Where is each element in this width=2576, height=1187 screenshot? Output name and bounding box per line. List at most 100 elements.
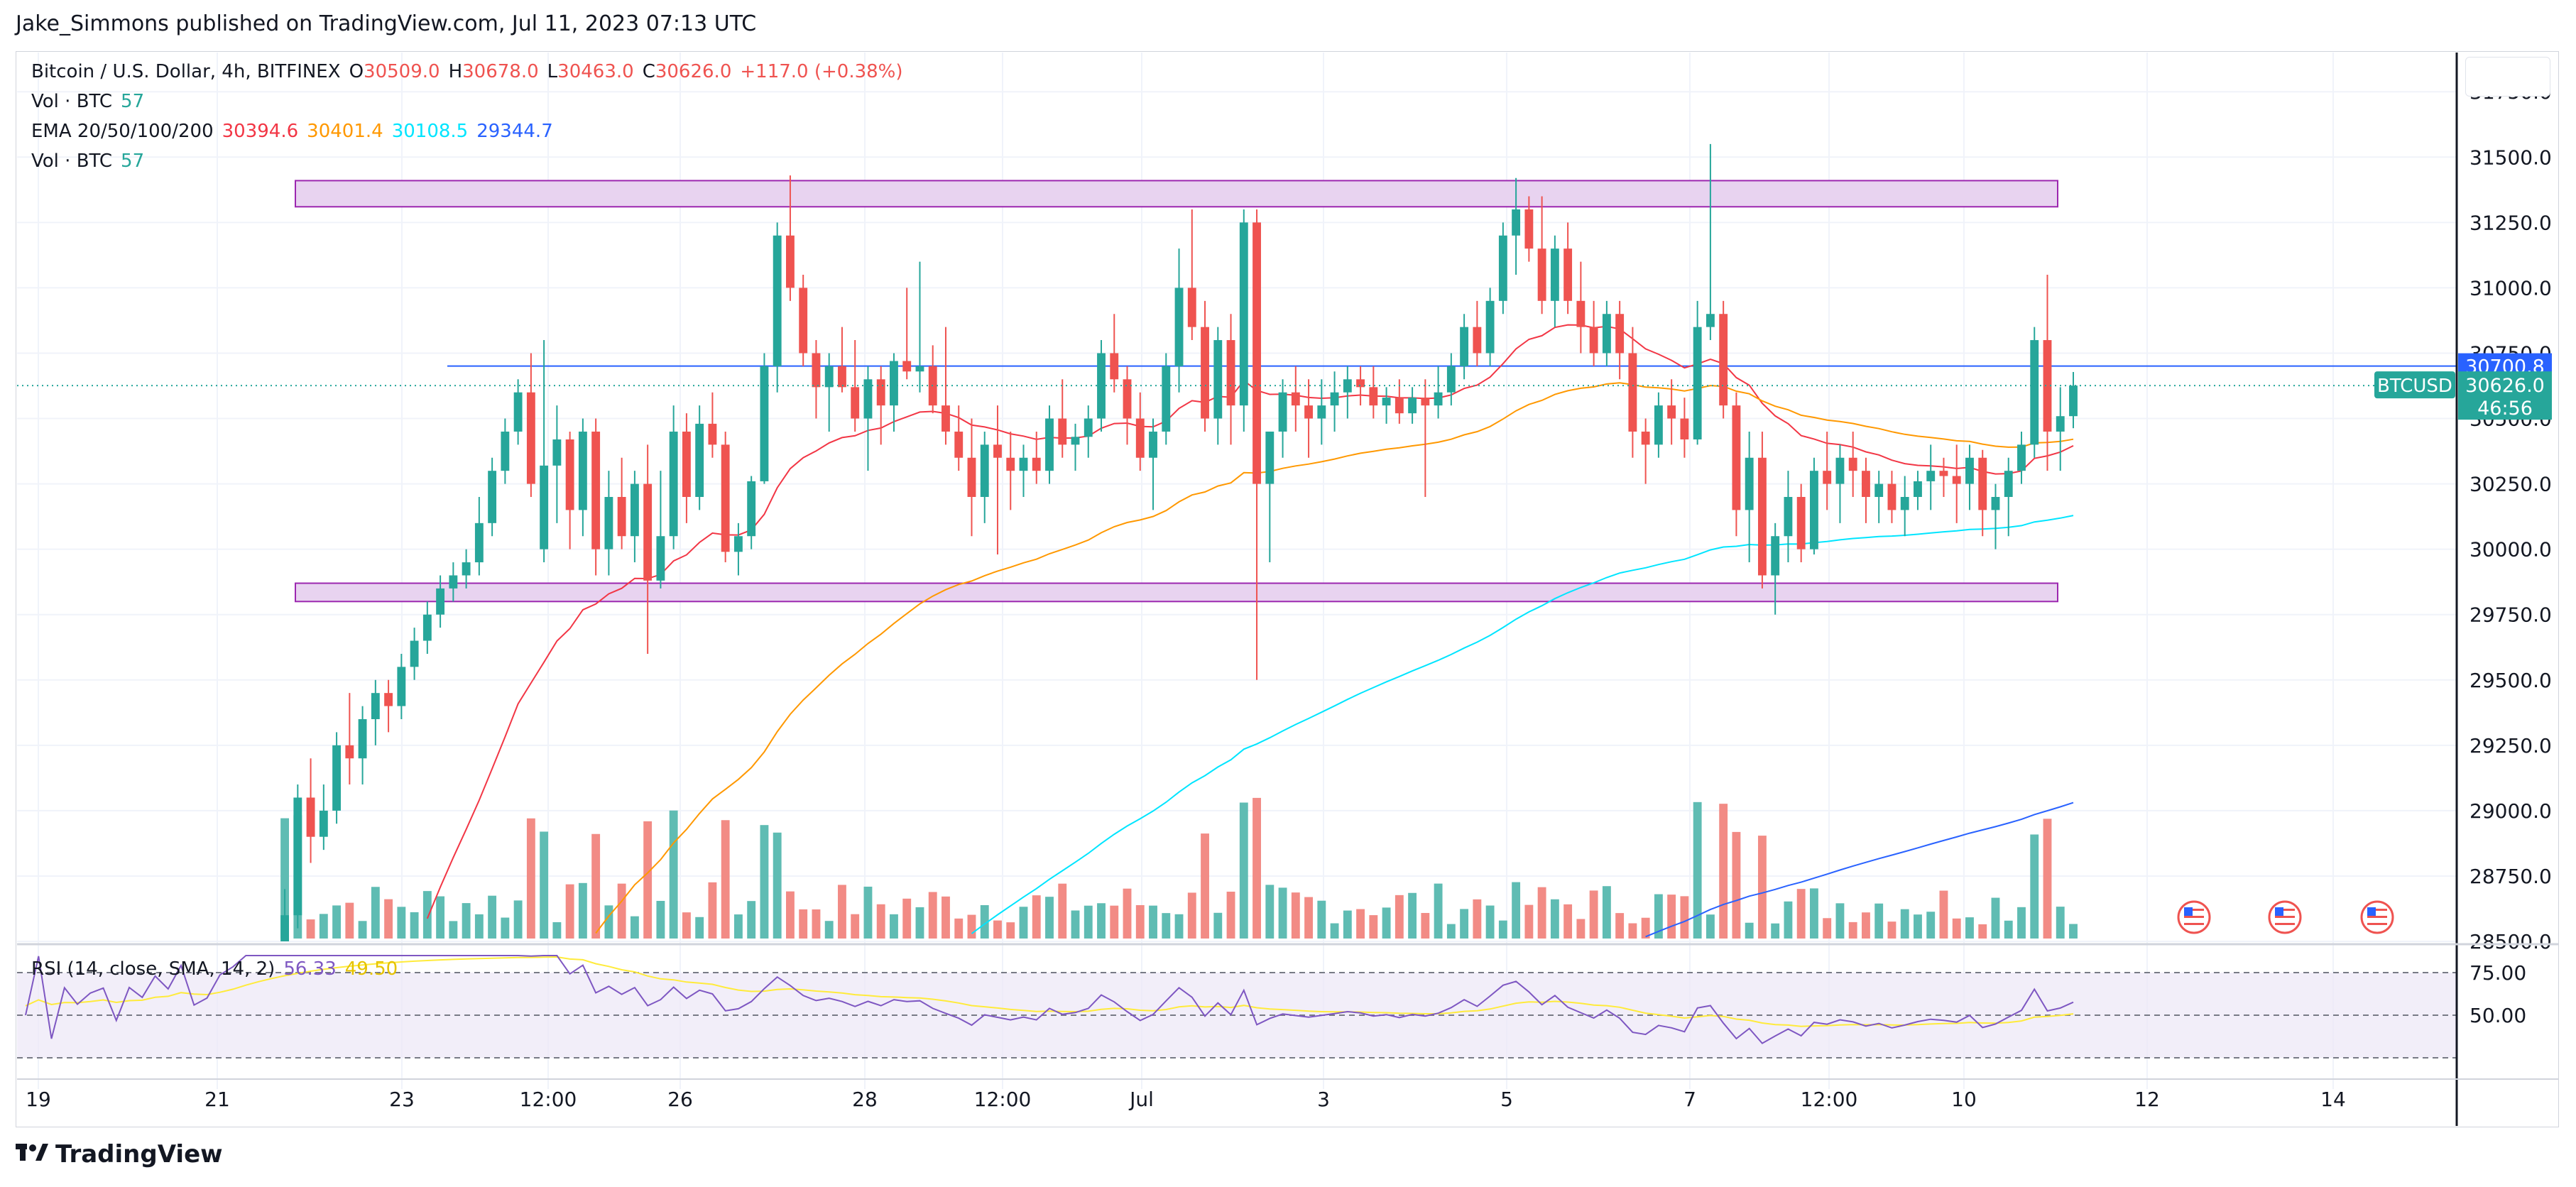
candle-body [1446, 366, 1456, 393]
legend-ema-row: EMA 20/50/100/200 30394.6 30401.4 30108.5 29… [31, 121, 562, 142]
candle-body [488, 471, 497, 523]
y-tick-label: 29250.0 [2469, 734, 2552, 757]
candle-body [293, 797, 302, 916]
candle-body [1667, 405, 1676, 419]
candle-body [1784, 497, 1793, 537]
volume-bar [733, 914, 743, 939]
volume-bar [1226, 892, 1235, 939]
volume-bar [422, 891, 432, 939]
volume-bar [1705, 914, 1715, 939]
ema50-line [595, 382, 2074, 934]
legend-c-label: C [642, 61, 655, 82]
volume-bar [591, 833, 601, 939]
volume-bar [617, 883, 626, 939]
candle-body [552, 439, 562, 466]
last-price-tag [2458, 371, 2552, 420]
volume-bar [656, 900, 665, 939]
volume-bar [1343, 910, 1352, 939]
rsi-layer [17, 955, 2457, 1059]
volume-bar [1408, 892, 1417, 939]
volume-bar [1446, 924, 1456, 939]
volume-bar [890, 914, 898, 939]
volume-bar [1498, 920, 1507, 939]
legend-rsi-label[interactable]: RSI (14, close, SMA, 14, 2) [31, 958, 275, 980]
volume-bar [1965, 917, 1974, 939]
volume-bar [1914, 914, 1922, 939]
volume-bar [1810, 888, 1818, 939]
volume-bar [2056, 907, 2065, 939]
candle-body [1576, 300, 1586, 327]
volume-bar [1732, 831, 1741, 939]
candle-body [526, 392, 535, 484]
legend-vol2-label[interactable]: Vol · BTC [31, 151, 113, 172]
candle-body [954, 431, 964, 458]
candle-body [902, 361, 912, 372]
x-tick-label: 14 [2320, 1088, 2346, 1111]
candle-body [1862, 471, 1870, 497]
flag-layer [2177, 900, 2394, 934]
legend-vol-value: 57 [121, 91, 145, 112]
volume-bar [1537, 887, 1546, 939]
tradingview-logo[interactable]: TradingView [16, 1140, 223, 1169]
volume-bar [384, 899, 393, 939]
volume-bar [1382, 907, 1391, 939]
volume-bar [501, 917, 510, 939]
candle-body [2030, 340, 2039, 445]
candle-body [1641, 431, 1650, 445]
candle-body [1252, 222, 1261, 484]
volume-bar [604, 905, 613, 939]
candle-body [1654, 405, 1663, 445]
volume-bar [1563, 904, 1573, 939]
tradingview-logo-text: TradingView [55, 1140, 223, 1169]
volume-bar [1771, 923, 1780, 939]
volume-bar [954, 918, 964, 939]
legend-rsi-row: RSI (14, close, SMA, 14, 2) 56.33 49.50 [31, 958, 406, 980]
legend-open: 30509.0 [364, 61, 440, 82]
flag-stripe [2184, 923, 2204, 925]
volume-bar [1097, 903, 1106, 939]
rsi-tick-label: 50.00 [2469, 1004, 2526, 1027]
volume-bar [345, 902, 354, 939]
countdown-text: 46:56 [2477, 398, 2533, 420]
volume-bar [1524, 904, 1534, 939]
candle-body [384, 693, 393, 706]
zone-layer [295, 180, 2457, 603]
legend-symbol[interactable]: Bitcoin / U.S. Dollar, 4h, BITFINEX [31, 61, 341, 82]
volume-bar [2004, 920, 2013, 939]
candle-body [1823, 471, 1832, 484]
rsi-tick-label: 75.00 [2469, 961, 2526, 985]
legend-vol-label[interactable]: Vol · BTC [31, 91, 113, 112]
legend-ema200: 29344.7 [476, 121, 553, 142]
scale-settings-button[interactable] [2465, 57, 2550, 97]
volume-bar [838, 885, 846, 939]
candle-body [1550, 248, 1559, 301]
publish-line: Jake_Simmons published on TradingView.co… [16, 11, 757, 36]
tradingview-logo-icon [16, 1140, 48, 1169]
candle-body [1978, 457, 1987, 510]
volume-bar [1265, 885, 1275, 939]
legend-o-label: O [349, 61, 364, 82]
candle-body [760, 366, 769, 481]
y-tick-label: 31250.0 [2469, 211, 2552, 234]
candle-body [1213, 340, 1223, 419]
candle-body [682, 431, 691, 497]
rsi-band [17, 973, 2457, 1058]
candle-body [1693, 327, 1702, 439]
candle-body [565, 439, 574, 510]
y-tick-label: 29500.0 [2469, 669, 2552, 692]
volume-bar [1680, 896, 1689, 939]
candle-body [1369, 387, 1378, 406]
volume-bar [1123, 888, 1132, 939]
volume-bar [1628, 923, 1637, 939]
legend-ema-label[interactable]: EMA 20/50/100/200 [31, 121, 214, 142]
us-flag-icon [2268, 900, 2302, 934]
legend-l-label: L [547, 61, 558, 82]
flag-stripe [2275, 909, 2295, 911]
volume-bar [1395, 895, 1404, 939]
candle-body [1745, 457, 1754, 510]
candle-body [1162, 366, 1171, 432]
volume-bar [526, 818, 535, 939]
flag-stripe [2367, 909, 2387, 911]
